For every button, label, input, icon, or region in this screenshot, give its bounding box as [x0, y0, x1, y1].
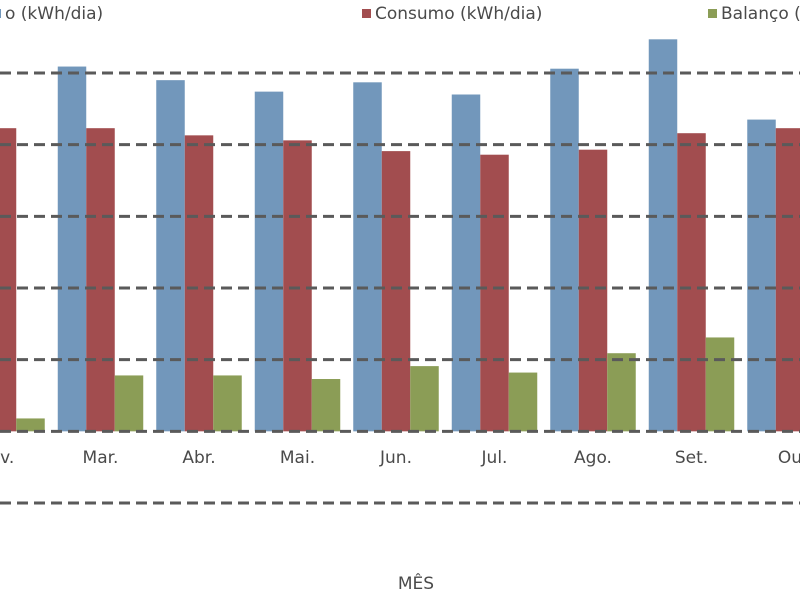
legend-swatch [0, 9, 1, 18]
legend-swatch [708, 9, 717, 18]
x-tick-label: Mar. [83, 448, 119, 468]
x-tick-label: Ou [778, 448, 800, 468]
bar [283, 140, 312, 432]
bar [114, 375, 144, 432]
x-tick-label: Mai. [280, 448, 315, 468]
legend-label: Balanço ( [721, 4, 800, 24]
x-tick-label: Set. [675, 448, 708, 468]
bar [607, 353, 636, 432]
x-tick-label: Jun. [379, 448, 412, 468]
bar [677, 133, 706, 432]
bar [0, 128, 17, 432]
bar [86, 128, 115, 432]
bar [578, 149, 608, 432]
legend-label: Consumo (kWh/dia) [375, 4, 542, 24]
bar [508, 372, 538, 432]
x-tick-label: ev. [0, 448, 14, 468]
bar [254, 91, 284, 432]
x-tick-label: Ago. [574, 448, 612, 468]
bar [648, 39, 678, 432]
bar [16, 418, 45, 432]
bar [213, 375, 242, 432]
x-axis-title: MÊS [398, 572, 434, 594]
bar [550, 68, 579, 432]
legend-swatch [362, 9, 371, 18]
legend-label: o (kWh/dia) [5, 4, 103, 24]
bar [311, 379, 341, 432]
bar [705, 337, 735, 432]
bar [156, 80, 185, 432]
bar [775, 128, 800, 432]
bar [353, 82, 382, 432]
bar [381, 151, 411, 432]
bar [451, 94, 481, 432]
bar [57, 66, 87, 432]
bar [184, 135, 214, 432]
bar [747, 119, 776, 432]
x-tick-label: Abr. [182, 448, 215, 468]
x-tick-label: Jul. [481, 448, 508, 468]
bar [480, 154, 509, 432]
bar [410, 366, 439, 432]
